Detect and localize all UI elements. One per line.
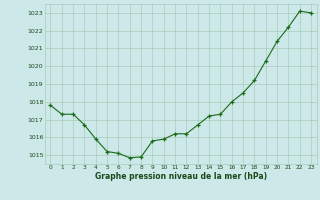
X-axis label: Graphe pression niveau de la mer (hPa): Graphe pression niveau de la mer (hPa) bbox=[95, 172, 267, 181]
